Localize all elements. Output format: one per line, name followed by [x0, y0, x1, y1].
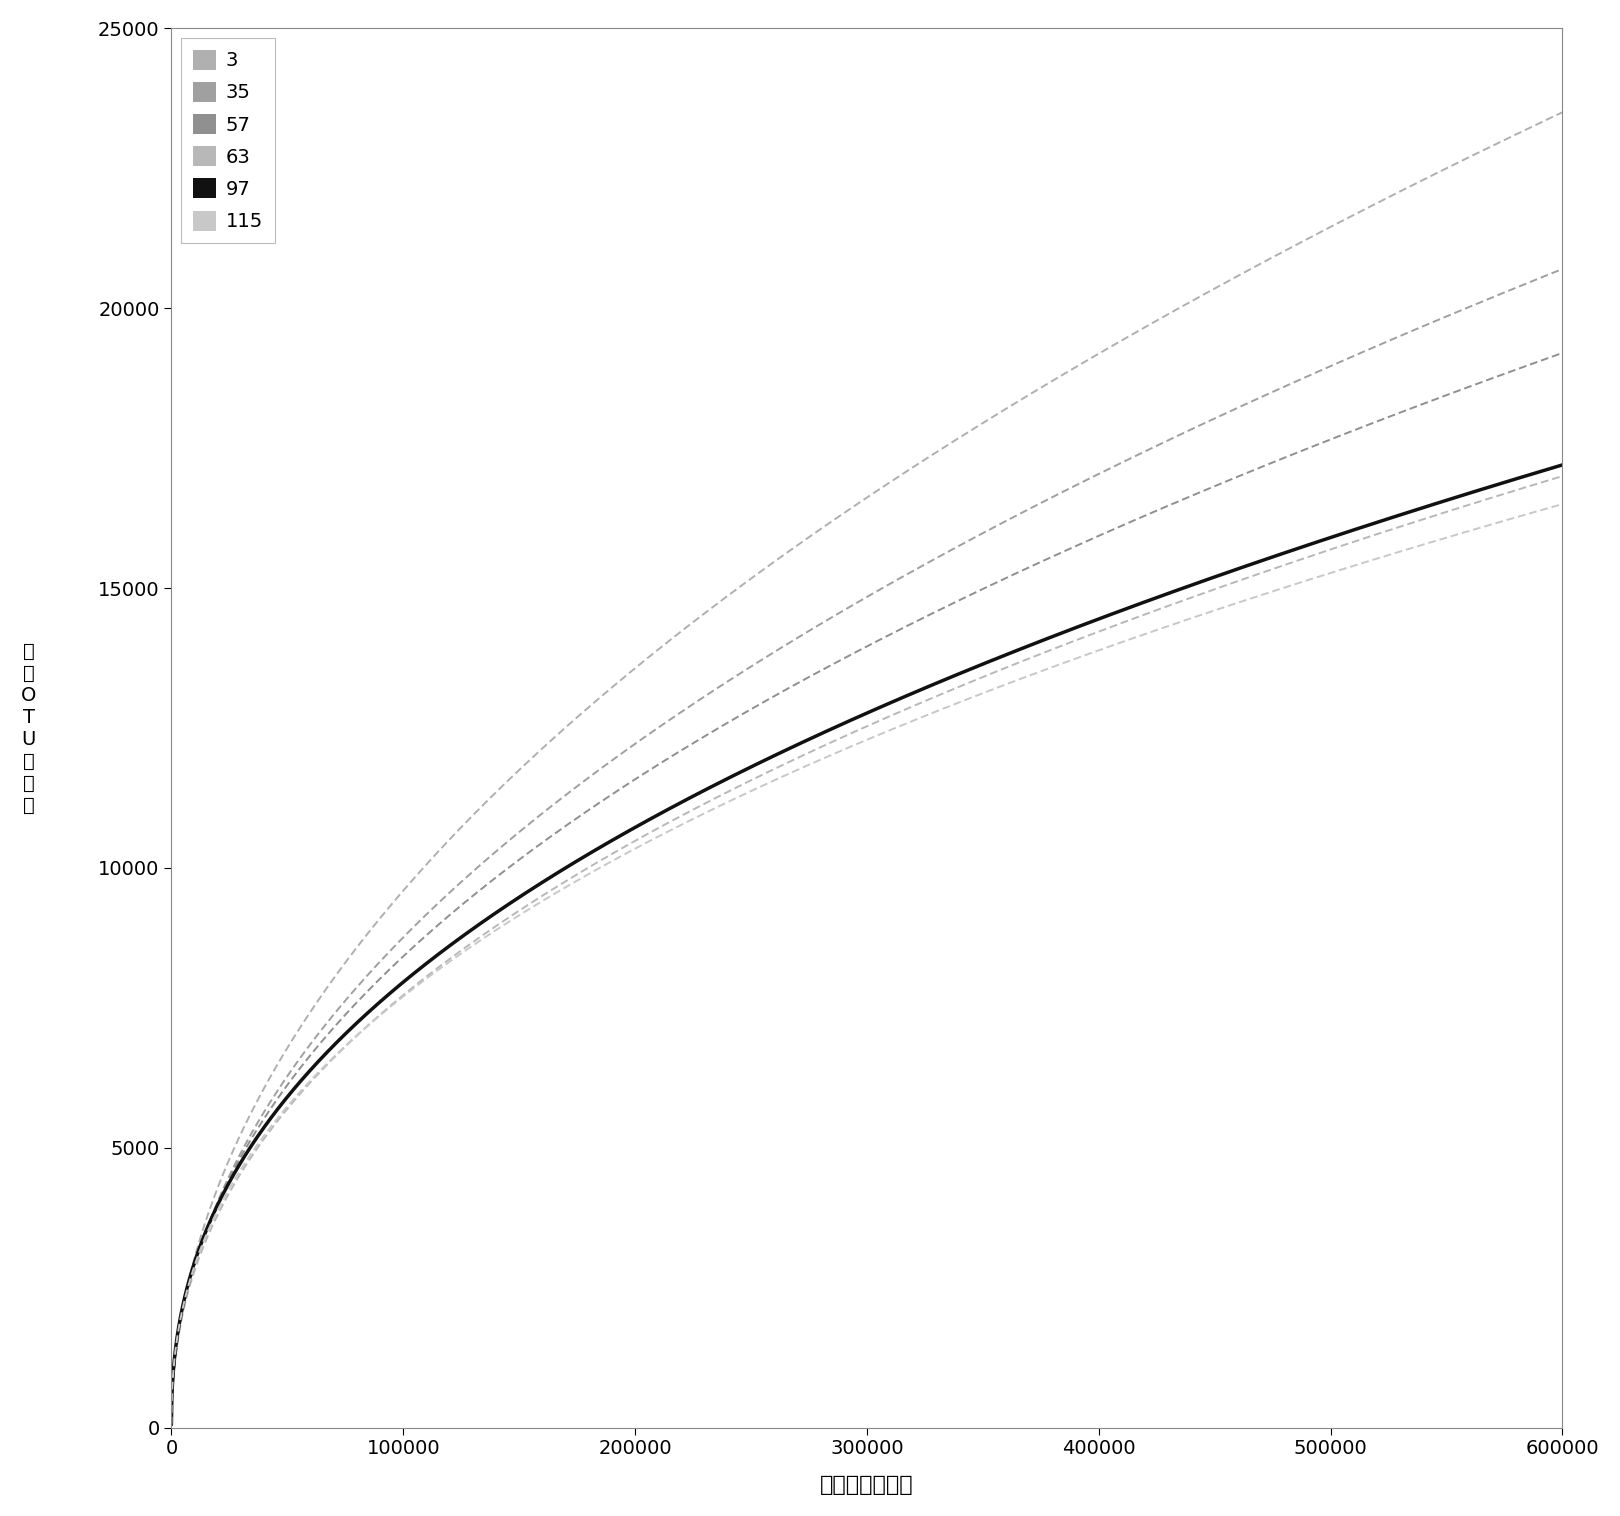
63 — [755, 764, 774, 782]
63 — [403, 978, 423, 996]
63 — [321, 1052, 340, 1070]
115 — [403, 979, 423, 998]
3 — [695, 603, 714, 622]
Line: 63: 63 — [172, 476, 1562, 1425]
97 — [1375, 511, 1395, 529]
35 — [1526, 271, 1545, 290]
Line: 57: 57 — [172, 353, 1562, 1425]
63 — [162, 1416, 181, 1434]
97 — [755, 750, 774, 769]
35 — [755, 649, 774, 667]
3 — [1526, 117, 1545, 135]
57 — [1526, 353, 1545, 371]
Y-axis label: 不
同
O
T
U
的
数
量: 不 同 O T U 的 数 量 — [21, 641, 36, 814]
97 — [695, 781, 714, 799]
97 — [321, 1040, 340, 1058]
57 — [755, 693, 774, 711]
35 — [1552, 259, 1571, 277]
Legend: 3, 35, 57, 63, 97, 115: 3, 35, 57, 63, 97, 115 — [181, 38, 275, 243]
115 — [1552, 496, 1571, 514]
3 — [403, 870, 423, 888]
57 — [1375, 409, 1395, 428]
115 — [695, 803, 714, 822]
97 — [162, 1416, 181, 1434]
115 — [1526, 503, 1545, 522]
X-axis label: 序列标签的数量: 序列标签的数量 — [820, 1475, 914, 1495]
115 — [162, 1416, 181, 1434]
57 — [1552, 344, 1571, 362]
57 — [321, 1023, 340, 1041]
3 — [1552, 103, 1571, 121]
3 — [321, 975, 340, 993]
97 — [1526, 464, 1545, 482]
35 — [695, 687, 714, 705]
57 — [403, 938, 423, 957]
35 — [321, 1010, 340, 1028]
35 — [1375, 334, 1395, 352]
63 — [1552, 467, 1571, 485]
Line: 97: 97 — [172, 465, 1562, 1425]
3 — [755, 559, 774, 578]
63 — [1375, 523, 1395, 541]
115 — [755, 775, 774, 793]
97 — [403, 966, 423, 984]
35 — [403, 919, 423, 937]
3 — [162, 1417, 181, 1436]
3 — [1375, 190, 1395, 208]
Line: 35: 35 — [172, 268, 1562, 1425]
115 — [321, 1052, 340, 1070]
57 — [695, 728, 714, 746]
Line: 115: 115 — [172, 505, 1562, 1425]
Line: 3: 3 — [172, 112, 1562, 1427]
63 — [695, 794, 714, 813]
57 — [162, 1416, 181, 1434]
115 — [1375, 547, 1395, 565]
97 — [1552, 456, 1571, 475]
63 — [1526, 476, 1545, 494]
35 — [162, 1416, 181, 1434]
